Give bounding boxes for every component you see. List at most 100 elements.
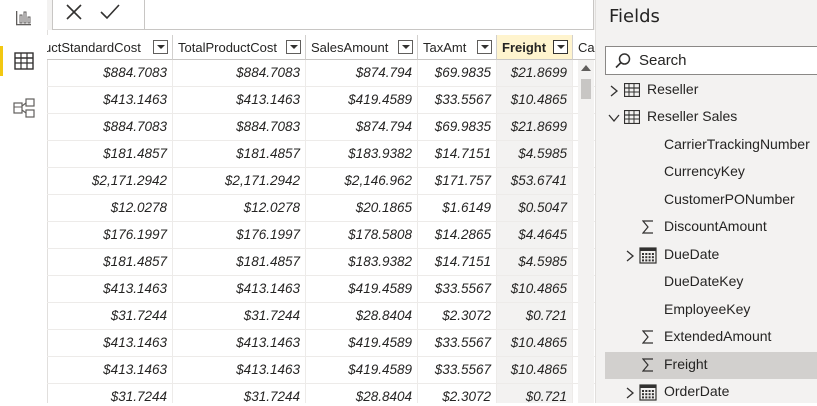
table-cell[interactable]: $53.6741	[497, 168, 573, 195]
table-cell[interactable]: $413.1463	[47, 276, 173, 303]
chevron-right-icon[interactable]	[624, 387, 636, 399]
table-cell[interactable]: $181.4857	[47, 249, 173, 276]
filter-dropdown-icon[interactable]	[553, 40, 568, 54]
table-cell[interactable]: $31.7244	[47, 384, 173, 403]
table-cell[interactable]: $10.4865	[497, 330, 573, 357]
field-item-reseller[interactable]: Reseller	[596, 77, 817, 104]
table-cell[interactable]: $31.7244	[173, 384, 306, 403]
table-cell[interactable]: $1.6149	[418, 195, 497, 222]
table-cell[interactable]: $181.4857	[173, 249, 306, 276]
table-cell[interactable]: $413.1463	[173, 357, 306, 384]
table-cell[interactable]: $2,171.2942	[47, 168, 173, 195]
table-cell[interactable]: $33.5567	[418, 357, 497, 384]
column-header-6[interactable]: Carri	[573, 35, 595, 60]
table-cell[interactable]: $4.4645	[497, 222, 573, 249]
table-cell[interactable]: $419.4589	[306, 330, 418, 357]
table-cell[interactable]: $12.0278	[47, 195, 173, 222]
table-cell[interactable]: $10.4865	[497, 87, 573, 114]
filter-dropdown-icon[interactable]	[286, 40, 301, 54]
filter-dropdown-icon[interactable]	[477, 40, 492, 54]
table-cell[interactable]: $21.8699	[497, 114, 573, 141]
table-cell[interactable]: $183.9382	[306, 249, 418, 276]
field-item-reseller sales[interactable]: Reseller Sales	[596, 104, 817, 131]
field-item-orderdate[interactable]: OrderDate	[596, 379, 817, 406]
field-item-carriertrackingnumber[interactable]: CarrierTrackingNumber	[596, 132, 817, 159]
table-cell[interactable]: $33.5567	[418, 276, 497, 303]
table-cell[interactable]: $419.4589	[306, 357, 418, 384]
table-cell[interactable]: $181.4857	[47, 141, 173, 168]
table-cell[interactable]: $21.8699	[497, 60, 573, 87]
field-item-employeekey[interactable]: EmployeeKey	[596, 297, 817, 324]
table-cell[interactable]: $884.7083	[173, 114, 306, 141]
table-cell[interactable]: $31.7244	[173, 303, 306, 330]
field-item-customerponumber[interactable]: CustomerPONumber	[596, 187, 817, 214]
column-header-5[interactable]: Freight	[497, 35, 573, 60]
chevron-down-icon[interactable]	[608, 112, 620, 124]
table-cell[interactable]: $884.7083	[47, 114, 173, 141]
column-header-1[interactable]: uctStandardCost	[47, 35, 173, 60]
commit-button[interactable]	[99, 3, 121, 26]
table-cell[interactable]: $69.9835	[418, 60, 497, 87]
table-cell[interactable]: $0.721	[497, 303, 573, 330]
model-view-button[interactable]	[0, 90, 47, 126]
table-cell[interactable]: $413.1463	[47, 330, 173, 357]
table-cell[interactable]: $14.7151	[418, 141, 497, 168]
table-cell[interactable]: $33.5567	[418, 87, 497, 114]
table-cell[interactable]: $183.9382	[306, 141, 418, 168]
table-cell[interactable]: $884.7083	[47, 60, 173, 87]
table-cell[interactable]: $181.4857	[173, 141, 306, 168]
scroll-up-arrow-icon[interactable]	[581, 65, 591, 71]
table-cell[interactable]: $884.7083	[173, 60, 306, 87]
table-cell[interactable]: $31.7244	[47, 303, 173, 330]
table-cell[interactable]: $28.8404	[306, 303, 418, 330]
field-item-duedate[interactable]: DueDate	[596, 242, 817, 269]
table-cell[interactable]: $2.3072	[418, 303, 497, 330]
vertical-scrollbar[interactable]	[578, 60, 594, 403]
data-view-button[interactable]	[0, 43, 47, 79]
table-cell[interactable]: $413.1463	[173, 276, 306, 303]
search-input[interactable]: Search	[605, 46, 817, 75]
table-cell[interactable]: $2,171.2942	[173, 168, 306, 195]
chevron-right-icon[interactable]	[624, 250, 636, 262]
report-view-button[interactable]	[0, 0, 47, 36]
table-cell[interactable]: $4.5985	[497, 141, 573, 168]
scroll-thumb[interactable]	[581, 79, 591, 99]
table-cell[interactable]: $0.5047	[497, 195, 573, 222]
table-cell[interactable]: $12.0278	[173, 195, 306, 222]
formula-input[interactable]	[144, 0, 594, 30]
chevron-right-icon[interactable]	[608, 85, 620, 97]
table-cell[interactable]: $14.2865	[418, 222, 497, 249]
table-cell[interactable]: $171.757	[418, 168, 497, 195]
column-header-3[interactable]: SalesAmount	[306, 35, 418, 60]
table-cell[interactable]: $413.1463	[47, 87, 173, 114]
column-header-4[interactable]: TaxAmt	[418, 35, 497, 60]
table-cell[interactable]: $413.1463	[47, 357, 173, 384]
table-cell[interactable]: $413.1463	[173, 87, 306, 114]
field-item-extendedamount[interactable]: ExtendedAmount	[596, 324, 817, 351]
table-cell[interactable]: $10.4865	[497, 357, 573, 384]
field-item-freight[interactable]: Freight	[605, 352, 817, 379]
table-cell[interactable]: $4.5985	[497, 249, 573, 276]
table-cell[interactable]: $33.5567	[418, 330, 497, 357]
table-cell[interactable]: $10.4865	[497, 276, 573, 303]
filter-dropdown-icon[interactable]	[398, 40, 413, 54]
field-item-discountamount[interactable]: DiscountAmount	[596, 214, 817, 241]
table-cell[interactable]: $0.721	[497, 384, 573, 403]
field-item-duedatekey[interactable]: DueDateKey	[596, 269, 817, 296]
table-cell[interactable]: $2.3072	[418, 384, 497, 403]
cancel-button[interactable]	[65, 3, 83, 26]
field-item-currencykey[interactable]: CurrencyKey	[596, 159, 817, 186]
table-cell[interactable]: $176.1997	[173, 222, 306, 249]
table-cell[interactable]: $874.794	[306, 114, 418, 141]
table-cell[interactable]: $874.794	[306, 60, 418, 87]
table-cell[interactable]: $419.4589	[306, 276, 418, 303]
filter-dropdown-icon[interactable]	[153, 40, 168, 54]
table-cell[interactable]: $14.7151	[418, 249, 497, 276]
table-cell[interactable]: $419.4589	[306, 87, 418, 114]
table-cell[interactable]: $28.8404	[306, 384, 418, 403]
table-cell[interactable]: $20.1865	[306, 195, 418, 222]
table-cell[interactable]: $69.9835	[418, 114, 497, 141]
column-header-2[interactable]: TotalProductCost	[173, 35, 306, 60]
table-cell[interactable]: $178.5808	[306, 222, 418, 249]
table-cell[interactable]: $176.1997	[47, 222, 173, 249]
